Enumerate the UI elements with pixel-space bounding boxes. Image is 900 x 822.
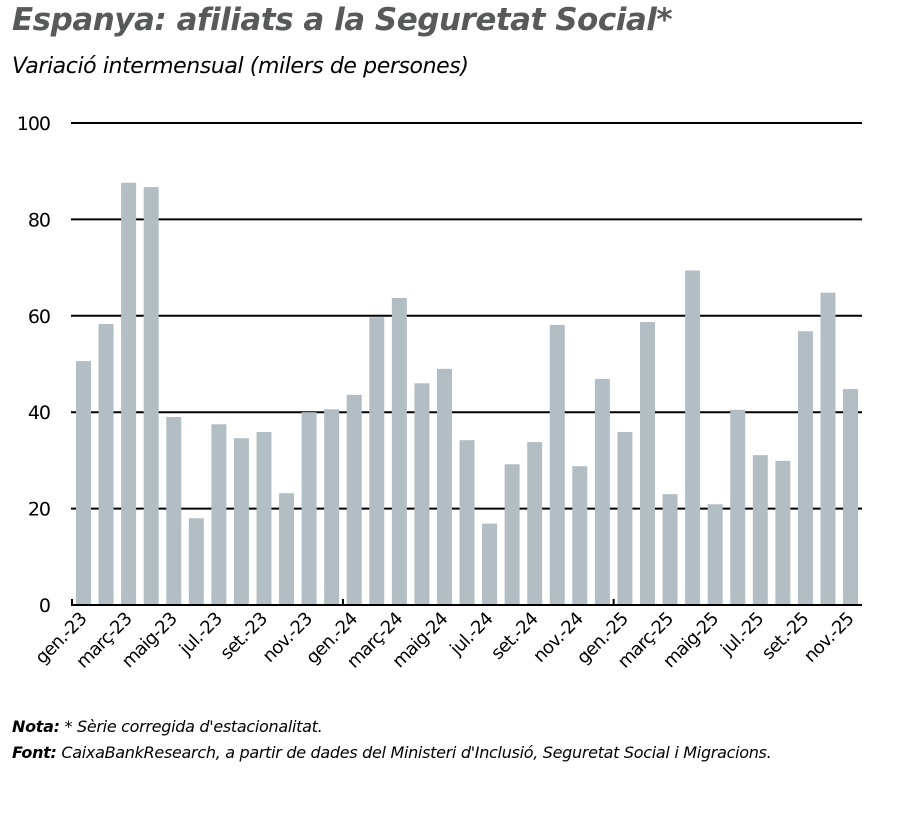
bar (843, 389, 859, 605)
bar (662, 494, 678, 605)
chart-subtitle: Variació intermensual (milers de persone… (12, 54, 469, 79)
bar (504, 464, 520, 605)
bar (98, 323, 114, 605)
bar (436, 368, 452, 605)
bar (391, 297, 407, 605)
bar (121, 182, 137, 605)
bar (188, 518, 204, 605)
bar (143, 187, 159, 605)
y-tick-label: 60 (28, 306, 50, 328)
bar (369, 317, 385, 605)
y-tick-label: 20 (28, 499, 50, 521)
bar (346, 394, 362, 605)
bar (752, 455, 768, 605)
bar (324, 409, 340, 605)
x-axis (71, 599, 862, 606)
note-label: Nota: (12, 717, 60, 736)
bar (527, 442, 543, 605)
y-tick-label: 80 (28, 209, 50, 231)
bar (233, 438, 249, 605)
bar (730, 409, 746, 605)
note-line: Nota: * Sèrie corregida d'estacionalitat… (12, 714, 771, 740)
bar (640, 322, 655, 605)
bar (820, 292, 836, 605)
source-label: Font: (12, 743, 57, 762)
bar (572, 466, 588, 605)
y-tick-label: 100 (17, 113, 50, 135)
bar (301, 412, 317, 605)
bar (707, 504, 723, 605)
source-line: Font: CaixaBankResearch, a partir de dad… (12, 740, 772, 766)
bar (482, 523, 498, 605)
source-text: CaixaBankResearch, a partir de dades del… (56, 743, 772, 762)
bar (279, 493, 295, 605)
bar (775, 460, 791, 605)
bar (617, 431, 633, 605)
bar (256, 431, 272, 605)
y-tick-label: 0 (39, 595, 50, 617)
bar (166, 417, 182, 605)
y-tick-label: 40 (28, 402, 50, 424)
y-axis-labels: 0 20 40 60 80 100 (17, 113, 51, 617)
bar (414, 383, 430, 605)
bar (594, 378, 610, 605)
bar (797, 331, 813, 605)
x-axis-labels: gen.-23març-23maig-23jul.-23set.-23nov.-… (31, 608, 858, 672)
note-text: * Sèrie corregida d'estacionalitat. (59, 717, 323, 736)
bar (459, 440, 475, 605)
bars (76, 182, 859, 605)
x-tick-label: nov.-25 (800, 609, 858, 667)
footnotes: Nota: * Sèrie corregida d'estacionalitat… (12, 714, 772, 766)
bar (549, 324, 565, 605)
chart-title: Espanya: afiliats a la Seguretat Social* (12, 2, 673, 38)
bar-chart: 0 20 40 60 80 100 gen.-23març-23maig-23jul.-2… (17, 113, 862, 673)
bar (685, 270, 701, 605)
bar (76, 361, 91, 605)
bar (211, 424, 227, 605)
